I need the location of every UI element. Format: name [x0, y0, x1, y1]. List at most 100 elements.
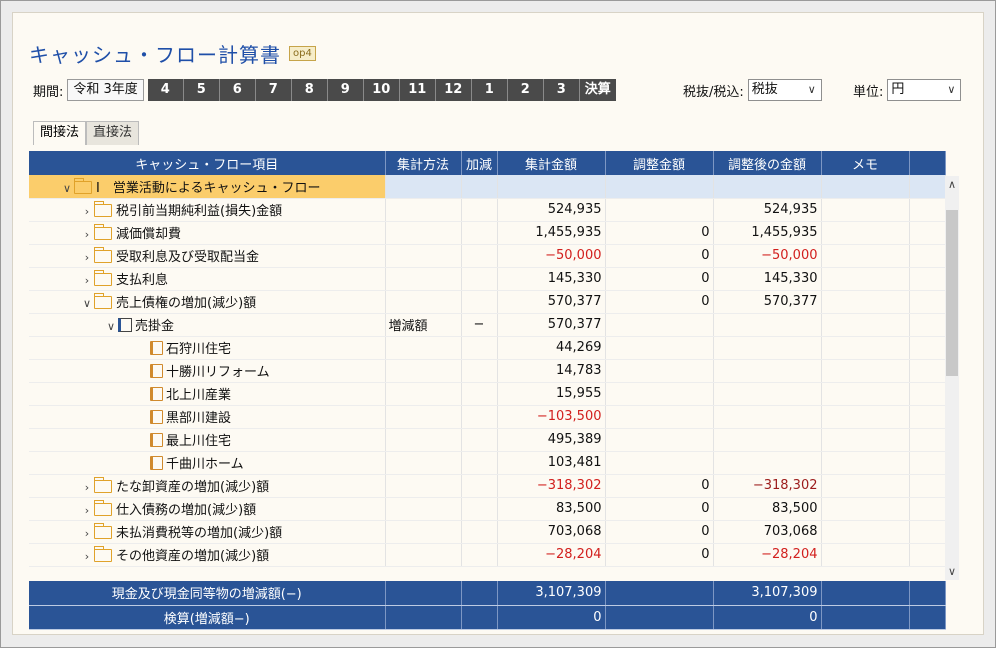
month-button[interactable]: 6 [219, 79, 256, 101]
memo-cell[interactable] [821, 221, 910, 245]
table-row[interactable]: ∨ Ⅰ 営業活動によるキャッシュ・フロー [29, 175, 946, 199]
table-row[interactable]: › 支払利息 145,330 0 145,330 [29, 267, 946, 291]
scroll-up-icon[interactable]: ∧ [947, 178, 957, 191]
table-row[interactable]: › 仕入債務の増加(減少)額 83,500 0 83,500 [29, 497, 946, 521]
amount-cell: 570,377 [497, 290, 606, 314]
chevron-right-icon[interactable]: › [84, 228, 90, 241]
memo-cell[interactable] [821, 267, 910, 291]
table-row[interactable]: › 受取利息及び受取配当金 −50,000 0 −50,000 [29, 244, 946, 268]
filler-cell [909, 359, 946, 383]
table-row[interactable]: ∨ 売掛金 増減額 − 570,377 [29, 313, 946, 337]
month-button[interactable]: 2 [507, 79, 544, 101]
adjust-cell[interactable] [605, 198, 714, 222]
adjust-cell[interactable]: 0 [605, 543, 714, 567]
adjust-cell[interactable] [605, 175, 714, 199]
adjust-cell[interactable]: 0 [605, 221, 714, 245]
memo-cell[interactable] [821, 497, 910, 521]
sign-cell[interactable]: − [461, 313, 498, 337]
table-row[interactable]: › 減価償却費 1,455,935 0 1,455,935 [29, 221, 946, 245]
chevron-right-icon[interactable]: › [84, 527, 90, 540]
chevron-right-icon[interactable]: › [84, 481, 90, 494]
memo-cell[interactable] [821, 520, 910, 544]
tax-mode-select[interactable]: 税抜 ∨ [747, 79, 822, 101]
method-cell [385, 382, 462, 406]
table-row[interactable]: 十勝川リフォーム 14,783 [29, 359, 946, 383]
method-cell [385, 175, 462, 199]
chevron-right-icon[interactable]: › [84, 504, 90, 517]
month-button-closing[interactable]: 決算 [579, 79, 616, 101]
month-button[interactable]: 8 [291, 79, 328, 101]
adjust-cell[interactable]: 0 [605, 267, 714, 291]
memo-cell[interactable] [821, 336, 910, 360]
adjust-cell[interactable]: 0 [605, 520, 714, 544]
adjust-cell [605, 359, 714, 383]
tab-indirect[interactable]: 間接法 [33, 121, 87, 145]
col-adjusted[interactable]: 調整後の金額 [713, 151, 822, 175]
memo-cell[interactable] [821, 244, 910, 268]
adjust-cell[interactable]: 0 [605, 497, 714, 521]
sign-cell [461, 497, 498, 521]
memo-cell[interactable] [821, 451, 910, 475]
method-cell[interactable]: 増減額 [385, 313, 462, 337]
table-row[interactable]: › 税引前当期純利益(損失)金額 524,935 524,935 [29, 198, 946, 222]
col-method[interactable]: 集計方法 [385, 151, 462, 175]
table-row[interactable]: 千曲川ホーム 103,481 [29, 451, 946, 475]
month-button[interactable]: 4 [147, 79, 184, 101]
table-row[interactable]: 最上川住宅 495,389 [29, 428, 946, 452]
col-adjust[interactable]: 調整金額 [605, 151, 714, 175]
chevron-right-icon[interactable]: › [84, 550, 90, 563]
table-row[interactable]: ∨ 売上債権の増加(減少)額 570,377 0 570,377 [29, 290, 946, 314]
grid-scrollbar[interactable]: ∧ ∨ [945, 176, 959, 580]
memo-cell[interactable] [821, 175, 910, 199]
chevron-right-icon[interactable]: › [84, 205, 90, 218]
adjust-cell[interactable]: 0 [605, 290, 714, 314]
unit-select[interactable]: 円 ∨ [887, 79, 962, 101]
scroll-thumb[interactable] [946, 210, 958, 376]
item-cell: 十勝川リフォーム [29, 359, 386, 383]
folder-open-icon [73, 177, 92, 194]
adjust-cell[interactable]: 0 [605, 244, 714, 268]
table-row[interactable]: 石狩川住宅 44,269 [29, 336, 946, 360]
table-row[interactable]: 黒部川建設 −103,500 [29, 405, 946, 429]
method-cell [385, 405, 462, 429]
chevron-right-icon[interactable]: › [84, 251, 90, 264]
month-button[interactable]: 5 [183, 79, 220, 101]
month-button[interactable]: 10 [363, 79, 400, 101]
col-amount[interactable]: 集計金額 [497, 151, 606, 175]
month-button[interactable]: 1 [471, 79, 508, 101]
table-row[interactable]: 北上川産業 15,955 [29, 382, 946, 406]
table-row[interactable]: › その他資産の増加(減少)額 −28,204 0 −28,204 [29, 543, 946, 567]
month-button[interactable]: 12 [435, 79, 472, 101]
month-button[interactable]: 3 [543, 79, 580, 101]
scroll-down-icon[interactable]: ∨ [947, 565, 957, 578]
chevron-down-icon[interactable]: ∨ [62, 181, 72, 195]
tab-direct[interactable]: 直接法 [86, 121, 140, 145]
month-button[interactable]: 9 [327, 79, 364, 101]
table-row[interactable]: › 未払消費税等の増加(減少)額 703,068 0 703,068 [29, 520, 946, 544]
period-year-button[interactable]: 令和 3年度 [67, 79, 144, 101]
chevron-right-icon[interactable]: › [84, 274, 90, 287]
col-item[interactable]: キャッシュ・フロー項目 [29, 151, 386, 175]
chevron-down-icon: ∨ [807, 83, 816, 96]
table-row[interactable]: › たな卸資産の増加(減少)額 −318,302 0 −318,302 [29, 474, 946, 498]
col-sign[interactable]: 加減 [461, 151, 498, 175]
memo-cell[interactable] [821, 474, 910, 498]
amount-cell: 145,330 [497, 267, 606, 291]
memo-cell[interactable] [821, 543, 910, 567]
memo-cell[interactable] [821, 382, 910, 406]
adjust-cell[interactable]: 0 [605, 474, 714, 498]
memo-cell[interactable] [821, 359, 910, 383]
total-label: 現金及び現金同等物の増減額(−) [29, 581, 386, 606]
memo-cell[interactable] [821, 290, 910, 314]
item-cell: › 税引前当期純利益(損失)金額 [29, 198, 386, 222]
memo-cell[interactable] [821, 313, 910, 337]
col-memo[interactable]: メモ [821, 151, 910, 175]
month-button[interactable]: 11 [399, 79, 436, 101]
amount-cell [497, 175, 606, 199]
chevron-down-icon[interactable]: ∨ [82, 297, 92, 310]
month-button[interactable]: 7 [255, 79, 292, 101]
chevron-down-icon[interactable]: ∨ [106, 320, 116, 333]
memo-cell[interactable] [821, 405, 910, 429]
memo-cell[interactable] [821, 198, 910, 222]
memo-cell[interactable] [821, 428, 910, 452]
